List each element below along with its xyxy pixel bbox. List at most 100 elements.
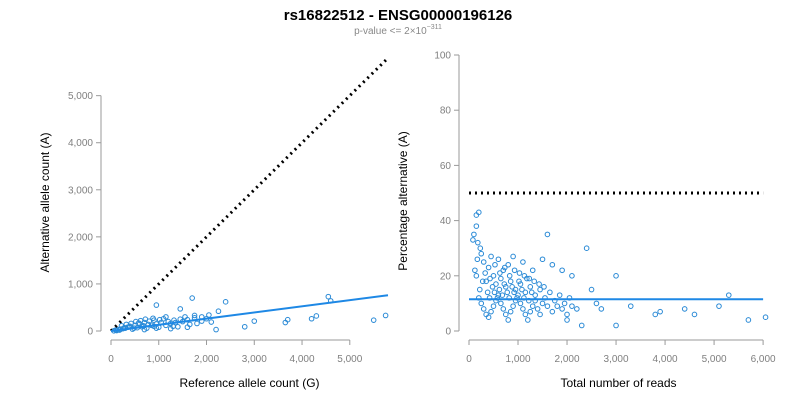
right-data-point bbox=[762, 314, 769, 321]
right-data-point bbox=[574, 306, 580, 312]
right-data-point bbox=[569, 273, 575, 279]
right-data-point bbox=[500, 267, 507, 274]
right-data-point bbox=[496, 286, 503, 293]
right-data-point bbox=[500, 306, 507, 312]
chart-title: rs16822512 - ENSG00000196126 bbox=[284, 7, 513, 24]
right-data-point bbox=[725, 292, 732, 298]
right-data-point bbox=[498, 275, 504, 282]
right-data-point bbox=[516, 270, 523, 276]
right-data-point bbox=[537, 286, 543, 293]
right-data-point bbox=[479, 278, 486, 285]
right-data-point bbox=[501, 281, 508, 287]
left-y-axis-label: Alternative allele count (A) bbox=[38, 132, 52, 272]
left-data-point bbox=[153, 302, 160, 308]
right-data-point bbox=[519, 286, 525, 293]
right-data-point bbox=[536, 281, 542, 287]
left-x-axis-label: Reference allele count (G) bbox=[179, 376, 319, 390]
left-data-point bbox=[251, 318, 258, 324]
left-data-point bbox=[370, 317, 377, 323]
left-y-tick-label: 4,000 bbox=[68, 138, 93, 149]
right-data-point bbox=[473, 223, 480, 229]
left-data-point bbox=[191, 312, 198, 319]
right-data-point bbox=[691, 311, 698, 318]
right-data-point bbox=[525, 317, 531, 323]
right-data-point bbox=[544, 303, 551, 309]
right-data-point bbox=[512, 286, 519, 293]
left-fit-line bbox=[110, 294, 389, 332]
right-data-point bbox=[505, 261, 512, 268]
right-data-point bbox=[598, 306, 605, 312]
right-x-tick-label: 6,000 bbox=[751, 354, 776, 365]
right-data-point bbox=[652, 311, 659, 318]
left-x-tick-label: 0 bbox=[108, 354, 114, 365]
left-data-point bbox=[382, 312, 389, 319]
right-data-point bbox=[522, 289, 529, 296]
left-data-point bbox=[184, 324, 191, 331]
right-data-point bbox=[681, 306, 688, 312]
right-data-point bbox=[569, 303, 575, 309]
left-y-tick-label: 5,000 bbox=[68, 91, 93, 102]
right-data-point bbox=[489, 284, 496, 290]
left-data-point bbox=[175, 323, 181, 330]
right-data-point bbox=[488, 308, 494, 315]
left-data-point bbox=[167, 325, 174, 332]
right-data-point bbox=[559, 306, 565, 312]
right-y-tick-label: 40 bbox=[440, 216, 452, 227]
right-data-point bbox=[501, 264, 508, 271]
right-data-point bbox=[532, 292, 538, 298]
right-data-point bbox=[583, 245, 590, 251]
right-data-point bbox=[627, 303, 634, 309]
right-data-point bbox=[484, 289, 491, 296]
right-data-point bbox=[476, 286, 483, 293]
right-data-point bbox=[529, 303, 536, 309]
right-data-point bbox=[507, 308, 514, 315]
left-x-tick-label: 1,000 bbox=[146, 354, 171, 365]
left-data-point bbox=[308, 315, 315, 322]
right-data-point bbox=[539, 300, 546, 307]
right-data-point bbox=[510, 253, 516, 260]
right-data-point bbox=[498, 300, 504, 307]
left-data-point bbox=[133, 318, 139, 325]
left-data-point bbox=[282, 319, 289, 326]
right-data-point bbox=[613, 273, 619, 279]
left-data-point bbox=[208, 319, 215, 325]
right-data-point bbox=[657, 308, 663, 315]
right-data-point bbox=[495, 256, 502, 263]
right-data-point bbox=[549, 261, 556, 268]
left-data-point bbox=[123, 321, 130, 328]
subtitle-exponent: −311 bbox=[427, 24, 442, 31]
right-data-point bbox=[745, 317, 752, 323]
right-data-point bbox=[495, 292, 502, 298]
right-data-point bbox=[483, 278, 489, 285]
left-data-point bbox=[177, 306, 184, 312]
right-data-point bbox=[507, 278, 514, 285]
left-data-point bbox=[206, 312, 212, 318]
right-x-tick-label: 5,000 bbox=[702, 354, 727, 365]
right-data-point bbox=[517, 300, 524, 307]
right-data-point bbox=[526, 275, 533, 282]
right-data-point bbox=[510, 303, 516, 309]
left-data-point bbox=[118, 323, 125, 329]
right-data-point bbox=[505, 317, 512, 323]
left-x-tick-label: 3,000 bbox=[242, 354, 267, 365]
right-data-point bbox=[517, 281, 524, 287]
left-reference-line bbox=[109, 56, 390, 333]
left-data-point bbox=[189, 295, 195, 301]
right-data-point bbox=[520, 259, 526, 265]
right-data-point bbox=[478, 250, 485, 257]
right-data-point bbox=[499, 292, 506, 298]
right-x-tick-label: 4,000 bbox=[653, 354, 678, 365]
left-data-point bbox=[313, 313, 320, 319]
right-data-point bbox=[490, 303, 497, 309]
right-data-point bbox=[470, 237, 476, 243]
chart-subtitle: p-value <= 2×10−311 bbox=[354, 24, 442, 37]
right-data-point bbox=[544, 231, 551, 238]
right-data-point bbox=[559, 267, 565, 274]
right-data-point bbox=[554, 303, 561, 309]
subtitle-prefix: p-value <= 2×10 bbox=[354, 26, 427, 37]
left-data-point bbox=[150, 315, 156, 322]
right-data-point bbox=[504, 289, 511, 296]
left-data-point bbox=[182, 314, 188, 320]
right-y-tick-label: 0 bbox=[445, 327, 451, 338]
